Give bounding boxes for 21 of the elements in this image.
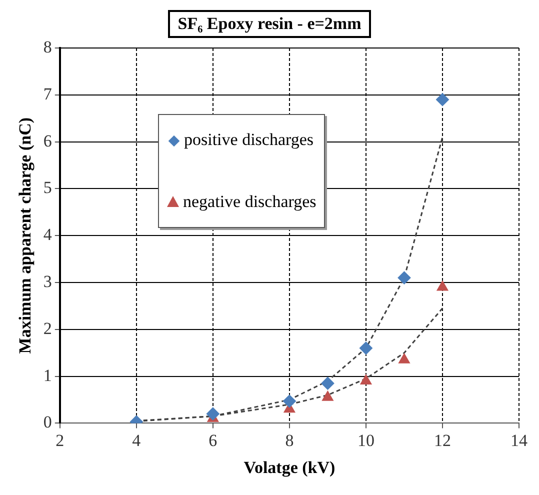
y-axis-title: Maximum apparent charge (nC) xyxy=(16,117,35,354)
legend-label: negative discharges xyxy=(183,192,316,211)
y-tick-label: 7 xyxy=(43,84,52,104)
y-tick-label: 2 xyxy=(43,318,52,338)
x-tick-label: 4 xyxy=(132,430,142,450)
x-tick-label: 2 xyxy=(56,430,64,450)
y-tick-label: 4 xyxy=(43,225,52,244)
x-tick-label: 6 xyxy=(208,430,218,450)
y-tick-label: 6 xyxy=(43,131,52,150)
y-tick-label: 5 xyxy=(43,178,52,198)
x-tick-label: 12 xyxy=(434,430,451,450)
y-tick-label: 8 xyxy=(43,37,52,56)
chart-title: SF₆ Epoxy resin - e=2mm xyxy=(168,10,372,38)
y-tick-label: 0 xyxy=(43,412,52,432)
x-tick-label: 14 xyxy=(510,430,528,450)
x-axis-title: Volatge (kV) xyxy=(244,458,336,478)
x-tick-label: 8 xyxy=(285,430,294,450)
y-tick-label: 3 xyxy=(43,272,52,291)
x-tick-label: 10 xyxy=(357,430,374,450)
y-tick-label: 1 xyxy=(43,366,52,385)
legend-label: positive discharges xyxy=(184,130,314,149)
